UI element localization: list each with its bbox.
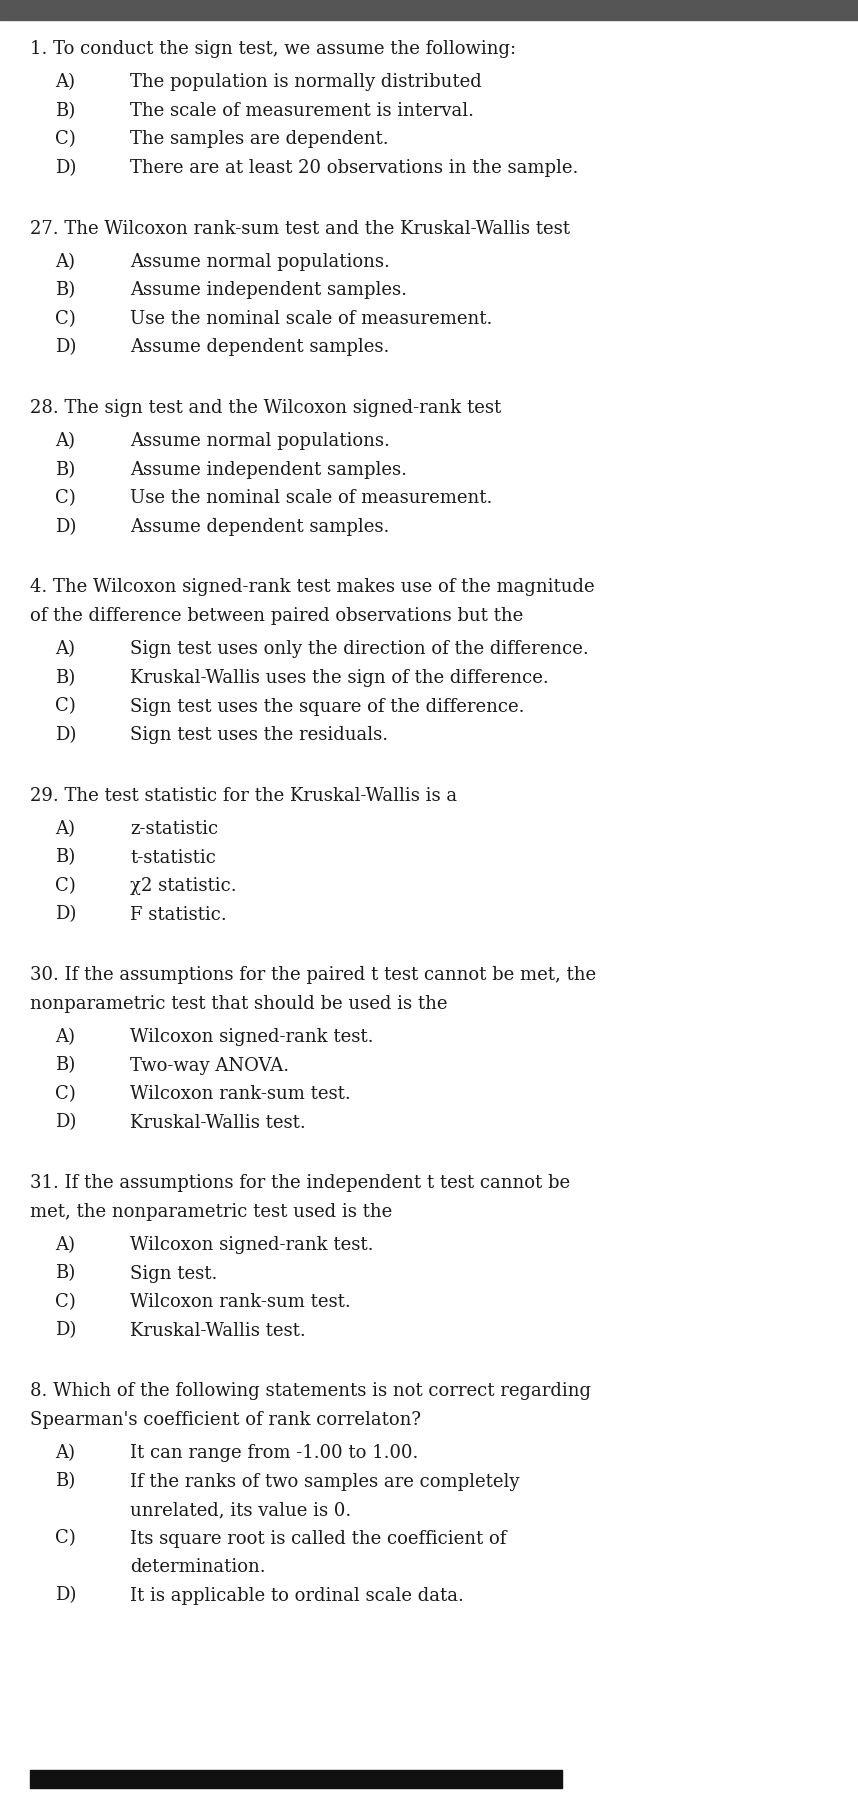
Text: Use the nominal scale of measurement.: Use the nominal scale of measurement. (130, 489, 492, 507)
Text: 29. The test statistic for the Kruskal-Wallis is a: 29. The test statistic for the Kruskal-W… (30, 787, 457, 804)
Text: C): C) (55, 1084, 76, 1102)
Text: It is applicable to ordinal scale data.: It is applicable to ordinal scale data. (130, 1587, 464, 1604)
Text: Assume dependent samples.: Assume dependent samples. (130, 338, 390, 357)
Text: D): D) (55, 1587, 76, 1604)
Text: D): D) (55, 159, 76, 177)
Text: t-statistic: t-statistic (130, 849, 216, 867)
Text: 27. The Wilcoxon rank-sum test and the Kruskal-Wallis test: 27. The Wilcoxon rank-sum test and the K… (30, 219, 570, 237)
Text: Wilcoxon signed-rank test.: Wilcoxon signed-rank test. (130, 1236, 373, 1254)
Text: If the ranks of two samples are completely: If the ranks of two samples are complete… (130, 1473, 519, 1490)
Text: 4. The Wilcoxon signed-rank test makes use of the magnitude: 4. The Wilcoxon signed-rank test makes u… (30, 579, 595, 597)
Text: A): A) (55, 1236, 75, 1254)
Text: C): C) (55, 697, 76, 715)
Text: C): C) (55, 1529, 76, 1548)
Text: It can range from -1.00 to 1.00.: It can range from -1.00 to 1.00. (130, 1444, 419, 1462)
Text: D): D) (55, 518, 76, 536)
Text: Assume normal populations.: Assume normal populations. (130, 253, 390, 272)
Text: 8. Which of the following statements is not correct regarding: 8. Which of the following statements is … (30, 1383, 591, 1399)
Text: A): A) (55, 74, 75, 92)
Text: C): C) (55, 489, 76, 507)
Text: Sign test.: Sign test. (130, 1265, 217, 1283)
Text: D): D) (55, 1113, 76, 1131)
Text: 1. To conduct the sign test, we assume the following:: 1. To conduct the sign test, we assume t… (30, 40, 517, 58)
Text: A): A) (55, 820, 75, 838)
Text: Use the nominal scale of measurement.: Use the nominal scale of measurement. (130, 310, 492, 328)
Text: C): C) (55, 878, 76, 894)
Text: B): B) (55, 101, 76, 119)
Text: A): A) (55, 1444, 75, 1462)
Text: B): B) (55, 462, 76, 480)
Text: Kruskal-Wallis test.: Kruskal-Wallis test. (130, 1321, 305, 1339)
Text: A): A) (55, 253, 75, 272)
Text: C): C) (55, 130, 76, 148)
Text: met, the nonparametric test used is the: met, the nonparametric test used is the (30, 1202, 392, 1220)
Text: B): B) (55, 282, 76, 299)
Text: Two-way ANOVA.: Two-way ANOVA. (130, 1057, 289, 1075)
Text: nonparametric test that should be used is the: nonparametric test that should be used i… (30, 994, 448, 1012)
Text: B): B) (55, 1265, 76, 1283)
Text: The scale of measurement is interval.: The scale of measurement is interval. (130, 101, 474, 119)
Text: Assume normal populations.: Assume normal populations. (130, 433, 390, 451)
Text: F statistic.: F statistic. (130, 905, 227, 923)
Text: 30. If the assumptions for the paired t test cannot be met, the: 30. If the assumptions for the paired t … (30, 967, 596, 985)
Text: unrelated, its value is 0.: unrelated, its value is 0. (130, 1500, 351, 1519)
Text: A): A) (55, 641, 75, 659)
Text: D): D) (55, 1321, 76, 1339)
Text: B): B) (55, 849, 76, 867)
Text: Kruskal-Wallis test.: Kruskal-Wallis test. (130, 1113, 305, 1131)
Text: There are at least 20 observations in the sample.: There are at least 20 observations in th… (130, 159, 578, 177)
Text: The population is normally distributed: The population is normally distributed (130, 74, 481, 92)
Text: Sign test uses only the direction of the difference.: Sign test uses only the direction of the… (130, 641, 589, 659)
Text: B): B) (55, 670, 76, 688)
Text: Assume independent samples.: Assume independent samples. (130, 282, 407, 299)
Text: of the difference between paired observations but the: of the difference between paired observa… (30, 606, 523, 624)
Text: C): C) (55, 310, 76, 328)
Text: Its square root is called the coefficient of: Its square root is called the coefficien… (130, 1529, 506, 1548)
Text: Kruskal-Wallis uses the sign of the difference.: Kruskal-Wallis uses the sign of the diff… (130, 670, 549, 688)
Text: Sign test uses the residuals.: Sign test uses the residuals. (130, 726, 388, 744)
Text: The samples are dependent.: The samples are dependent. (130, 130, 389, 148)
Text: 31. If the assumptions for the independent t test cannot be: 31. If the assumptions for the independe… (30, 1175, 570, 1193)
Text: B): B) (55, 1057, 76, 1075)
Text: determination.: determination. (130, 1558, 266, 1577)
Text: χ2 statistic.: χ2 statistic. (130, 878, 237, 894)
Text: Spearman's coefficient of rank correlaton?: Spearman's coefficient of rank correlato… (30, 1410, 421, 1428)
Text: B): B) (55, 1473, 76, 1490)
Text: Assume dependent samples.: Assume dependent samples. (130, 518, 390, 536)
Text: Sign test uses the square of the difference.: Sign test uses the square of the differe… (130, 697, 524, 715)
Text: z-statistic: z-statistic (130, 820, 218, 838)
Text: D): D) (55, 905, 76, 923)
Text: D): D) (55, 726, 76, 744)
Text: 28. The sign test and the Wilcoxon signed-rank test: 28. The sign test and the Wilcoxon signe… (30, 398, 501, 416)
Text: C): C) (55, 1292, 76, 1310)
Text: D): D) (55, 338, 76, 357)
Text: A): A) (55, 433, 75, 451)
Text: Wilcoxon rank-sum test.: Wilcoxon rank-sum test. (130, 1292, 351, 1310)
Text: Wilcoxon signed-rank test.: Wilcoxon signed-rank test. (130, 1028, 373, 1046)
Text: Wilcoxon rank-sum test.: Wilcoxon rank-sum test. (130, 1084, 351, 1102)
Text: Assume independent samples.: Assume independent samples. (130, 462, 407, 480)
Text: A): A) (55, 1028, 75, 1046)
